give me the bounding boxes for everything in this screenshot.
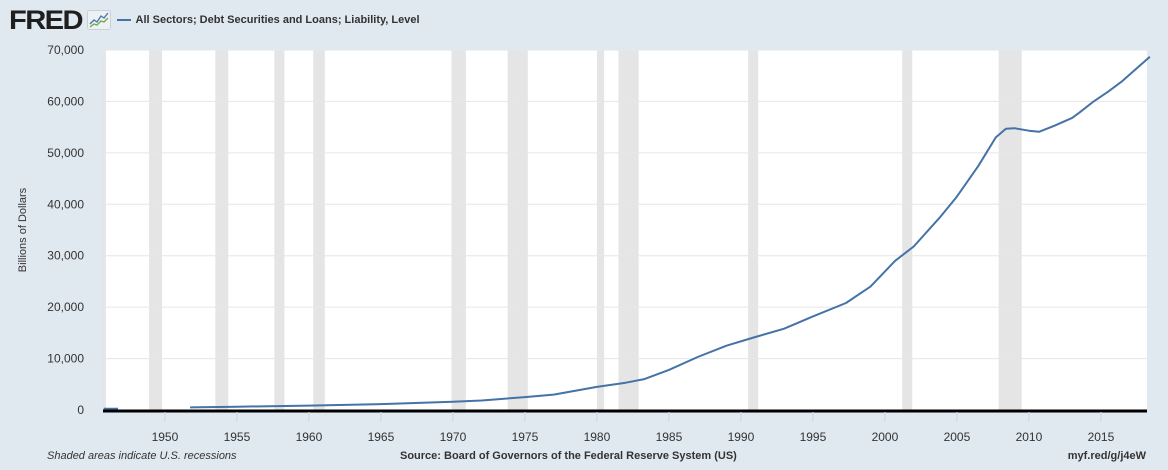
legend-line-swatch (116, 19, 131, 21)
recession-band (618, 50, 639, 410)
x-tick-label: 2010 (1016, 430, 1043, 444)
x-tick-label: 1965 (368, 430, 395, 444)
x-tick-label: 2005 (944, 430, 971, 444)
recession-band (902, 50, 913, 410)
fred-chart-icon (86, 10, 111, 30)
y-axis-label: Billions of Dollars (17, 187, 29, 272)
series-line (190, 55, 1151, 409)
recession-band (998, 50, 1022, 410)
y-tick-label: 60,000 (47, 94, 84, 108)
x-axis-ticks: 1950 1955 1960 1965 1970 1975 1980 1985 1990 1995… (152, 412, 1115, 444)
x-tick-label: 1990 (728, 430, 755, 444)
recession-band (313, 50, 325, 410)
x-tick-label: 1960 (296, 430, 323, 444)
recession-band (748, 50, 759, 410)
y-tick-label: 30,000 (47, 249, 84, 263)
chart-header: FRED All Sectors; Debt Securities and Lo… (9, 5, 420, 35)
y-tick-label: 20,000 (47, 300, 84, 314)
x-tick-label: 1995 (800, 430, 827, 444)
x-tick-label: 1955 (224, 430, 251, 444)
y-tick-label: 0 (77, 403, 84, 417)
y-tick-label: 70,000 (47, 43, 84, 57)
recession-band (274, 50, 285, 410)
recession-bands (103, 50, 1022, 410)
recession-band (507, 50, 528, 410)
recession-band (215, 50, 229, 410)
recession-band (149, 50, 163, 410)
grid-lines (103, 49, 1147, 360)
fred-logo[interactable]: FRED (9, 4, 84, 35)
short-url-link[interactable]: myf.red/g/j4eW (1067, 450, 1146, 462)
x-tick-label: 2000 (872, 430, 899, 444)
y-tick-label: 10,000 (47, 352, 84, 366)
recession-band (596, 50, 605, 410)
y-tick-label: 40,000 (47, 197, 84, 211)
x-tick-label: 1950 (152, 430, 179, 444)
source-note: Source: Board of Governors of the Federa… (400, 450, 737, 462)
y-tick-label: 50,000 (47, 146, 84, 160)
legend-series-label: All Sectors; Debt Securities and Loans; … (135, 14, 420, 26)
recession-note: Shaded areas indicate U.S. recessions (47, 450, 237, 462)
x-tick-label: 1985 (656, 430, 683, 444)
data-series (103, 55, 1151, 410)
x-tick-label: 1970 (440, 430, 467, 444)
x-tick-label: 1975 (512, 430, 539, 444)
recession-band (451, 50, 466, 410)
recession-band (103, 50, 106, 410)
x-tick-label: 2015 (1088, 430, 1115, 444)
y-axis-ticks: 0 10,000 20,000 30,000 40,000 50,000 60,000 70,… (47, 43, 84, 417)
x-tick-label: 1980 (584, 430, 611, 444)
